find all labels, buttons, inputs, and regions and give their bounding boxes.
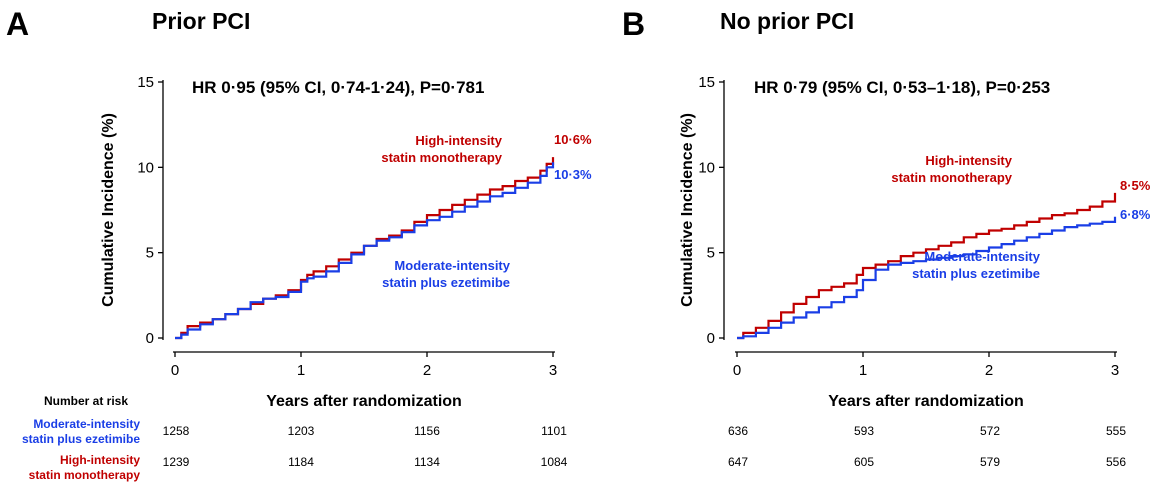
panel-a-end-label-high: 10·6%	[554, 132, 592, 147]
panel-b-x-tick-label-0: 0	[733, 362, 741, 379]
panel-a-x-tick-label-3: 3	[549, 362, 557, 379]
panel-a-risk-value-r2-c4: 1084	[540, 455, 568, 469]
panel-a-risk-value-r2-c3: 1134	[414, 455, 440, 469]
panel-b-hr-annotation: HR 0·79 (95% CI, 0·53–1·18), P=0·253	[754, 78, 1050, 97]
panel-b-series-label-high-1: High-intensity	[925, 153, 1012, 168]
panel-b-x-axis-label: Years after randomization	[828, 393, 1024, 410]
risk-label-moderate-line2: statin plus ezetimibe	[21, 432, 140, 446]
panel-a-y-tick-label-0: 0	[146, 330, 154, 347]
panel-a-series-label-moderate-2: statin plus ezetimibe	[382, 275, 510, 290]
panel-a-risk-value-r1-c4: 1101	[541, 424, 567, 438]
panel-b-series-label-moderate-2: statin plus ezetimibe	[912, 266, 1040, 281]
panel-a-x-tick-label-2: 2	[423, 362, 431, 379]
panel-b-x-tick-label-3: 3	[1111, 362, 1119, 379]
panel-b-risk-value-r2-c1: 647	[727, 455, 749, 469]
panel-b-y-tick-label-15: 15	[698, 74, 715, 91]
panel-b-x-tick-label-2: 2	[985, 362, 993, 379]
panel-a-letter: A	[6, 6, 30, 42]
panel-b-risk-value-r1-c4: 555	[1105, 424, 1127, 438]
panel-a-x-tick-label-1: 1	[297, 362, 305, 379]
panel-b-x-tick-label-1: 1	[859, 362, 867, 379]
panel-a-risk-value-r1-c1: 1258	[162, 424, 190, 438]
panel-b-y-tick-label-5: 5	[707, 245, 715, 262]
panel-a-x-axis-label: Years after randomization	[266, 393, 462, 410]
panel-b-risk-value-r1-c1: 636	[727, 424, 749, 438]
risk-row-label-moderate: Moderate-intensity statin plus ezetimibe	[22, 417, 140, 447]
panel-a-x-tick-label-0: 0	[171, 362, 179, 379]
panel-a-y-tick-label-5: 5	[146, 245, 154, 262]
risk-table-header: Number at risk	[44, 394, 129, 408]
risk-label-moderate-line1: Moderate-intensity	[33, 417, 140, 431]
panel-a-risk-value-r1-c2: 1203	[287, 424, 315, 438]
panel-b-y-tick-label-10: 10	[698, 159, 715, 176]
panel-b-y-axis-label: Cumulative Incidence (%)	[679, 113, 696, 307]
panel-a-risk-value-r2-c2: 1184	[288, 455, 314, 469]
panel-a-y-axis-label: Cumulative Incidence (%)	[100, 113, 117, 307]
panel-a-risk-value-r1-c3: 1156	[414, 424, 440, 438]
panel-b-series-moderate-line	[737, 216, 1117, 340]
panel-b-risk-value-r2-c4: 556	[1105, 455, 1127, 469]
panel-a-risk-value-r2-c1: 1239	[162, 455, 190, 469]
panel-a-series-label-high-2: statin monotherapy	[381, 150, 502, 165]
panel-a-series-label-high-1: High-intensity	[415, 133, 502, 148]
panel-b-y-tick-label-0: 0	[707, 330, 715, 347]
panel-b-risk-value-r2-c2: 605	[853, 455, 875, 469]
panel-b-letter: B	[622, 6, 646, 42]
panel-a-series-label-moderate-1: Moderate-intensity	[394, 258, 510, 273]
panel-b-series-high-line	[737, 192, 1117, 340]
risk-label-high-line1: High-intensity	[60, 453, 140, 467]
panel-a-title: Prior PCI	[152, 8, 251, 34]
panel-b-risk-value-r1-c2: 593	[853, 424, 875, 438]
panel-a-end-label-moderate: 10·3%	[554, 167, 592, 182]
panel-a-y-tick-label-10: 10	[137, 159, 154, 176]
panel-b-series-label-high-2: statin monotherapy	[891, 170, 1012, 185]
risk-row-label-high: High-intensity statin monotherapy	[29, 453, 140, 483]
panel-b-series-label-moderate-1: Moderate-intensity	[924, 249, 1040, 264]
panel-a-y-tick-label-15: 15	[137, 74, 154, 91]
panel-a-hr-annotation: HR 0·95 (95% CI, 0·74-1·24), P=0·781	[192, 78, 484, 97]
panel-b-title: No prior PCI	[720, 8, 855, 34]
panel-b-risk-value-r1-c3: 572	[979, 424, 1001, 438]
panel-a-series-moderate-line	[175, 162, 555, 340]
panel-b-end-label-moderate: 6·8%	[1120, 207, 1151, 222]
panel-b-risk-value-r2-c3: 579	[979, 455, 1001, 469]
panel-b-end-label-high: 8·5%	[1120, 178, 1151, 193]
risk-label-high-line2: statin monotherapy	[28, 468, 140, 482]
